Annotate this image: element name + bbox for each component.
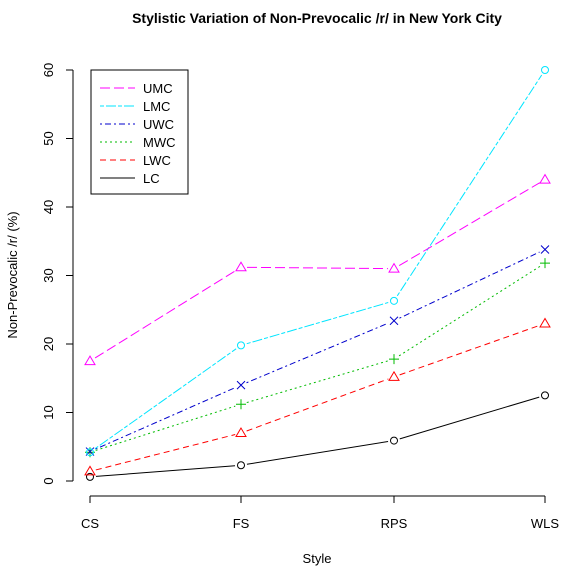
series-lc-point	[541, 391, 549, 400]
series-mwc-point	[236, 399, 246, 410]
x-tick-label: WLS	[531, 516, 560, 531]
series-mwc-point	[389, 354, 399, 365]
series-lmc-segment	[396, 74, 543, 297]
legend-label-lc: LC	[143, 171, 160, 186]
series-lc-segment	[246, 441, 389, 465]
legend-label-mwc: MWC	[143, 135, 176, 150]
series-lmc-point	[86, 448, 94, 457]
x-tick-label: CS	[81, 516, 99, 531]
series-lwc-point	[235, 427, 247, 438]
legend-label-lmc: LMC	[143, 99, 170, 114]
series-mwc-segment	[95, 405, 236, 451]
series-lmc-segment	[246, 302, 389, 345]
series-lc-segment	[399, 396, 540, 440]
series-lmc-point	[237, 341, 245, 350]
series-umc-segment	[94, 270, 237, 359]
series-lc-point	[237, 461, 245, 470]
series-lwc	[84, 317, 551, 476]
legend-label-lwc: LWC	[143, 153, 171, 168]
y-tick-label: 30	[41, 268, 56, 282]
series-layer	[84, 66, 551, 481]
legend: UMC LMC UWC MWC LWC LC	[90, 69, 189, 195]
series-mwc-point	[540, 258, 550, 269]
y-axis-label: Non-Prevocalic /r/ (%)	[5, 211, 20, 338]
series-umc-segment	[246, 266, 389, 270]
y-tick-label: 40	[41, 200, 56, 214]
legend-box	[90, 69, 189, 195]
series-lc	[86, 391, 549, 481]
series-umc-point	[539, 173, 551, 184]
series-lmc	[86, 66, 549, 457]
series-lc-segment	[95, 465, 236, 477]
series-lwc-point	[388, 370, 400, 381]
x-axis-label: Style	[303, 551, 332, 566]
series-uwc-point	[236, 380, 246, 390]
x-tick-label: FS	[233, 516, 250, 531]
axes: CS FS RPS WLS 0 10 20 30 40 50 60	[41, 63, 559, 531]
series-mwc	[85, 258, 550, 458]
series-umc-point	[235, 261, 247, 272]
series-lc-point	[390, 436, 398, 445]
series-umc-point	[84, 355, 96, 366]
series-uwc-segment	[95, 387, 236, 450]
series-lmc-point	[541, 66, 549, 74]
series-lmc-point	[390, 296, 398, 305]
y-tick-label: 50	[41, 131, 56, 145]
series-lwc-segment	[399, 324, 540, 376]
series-lmc-segment	[94, 348, 237, 450]
series-umc-point	[388, 262, 400, 273]
y-tick-label: 20	[41, 337, 56, 351]
legend-label-uwc: UWC	[143, 117, 174, 132]
series-uwc-point	[389, 316, 399, 326]
series-uwc-point	[540, 245, 550, 254]
series-mwc-segment	[398, 265, 541, 357]
series-lwc-segment	[95, 434, 236, 471]
series-uwc	[85, 245, 550, 456]
series-uwc-segment	[399, 251, 540, 319]
series-lwc-point	[539, 317, 551, 328]
series-lwc-point	[84, 465, 96, 476]
series-umc	[84, 173, 551, 366]
x-tick-label: RPS	[381, 516, 408, 531]
series-uwc-segment	[246, 322, 389, 384]
y-tick-label: 60	[41, 63, 56, 77]
y-tick-label: 0	[41, 477, 56, 484]
legend-label-umc: UMC	[143, 81, 173, 96]
chart-title: Stylistic Variation of Non-Prevocalic /r…	[132, 10, 502, 26]
series-lc-point	[86, 472, 94, 481]
y-tick-label: 10	[41, 405, 56, 419]
series-mwc-segment	[246, 360, 389, 404]
series-lwc-segment	[246, 378, 389, 432]
series-umc-segment	[398, 182, 541, 267]
